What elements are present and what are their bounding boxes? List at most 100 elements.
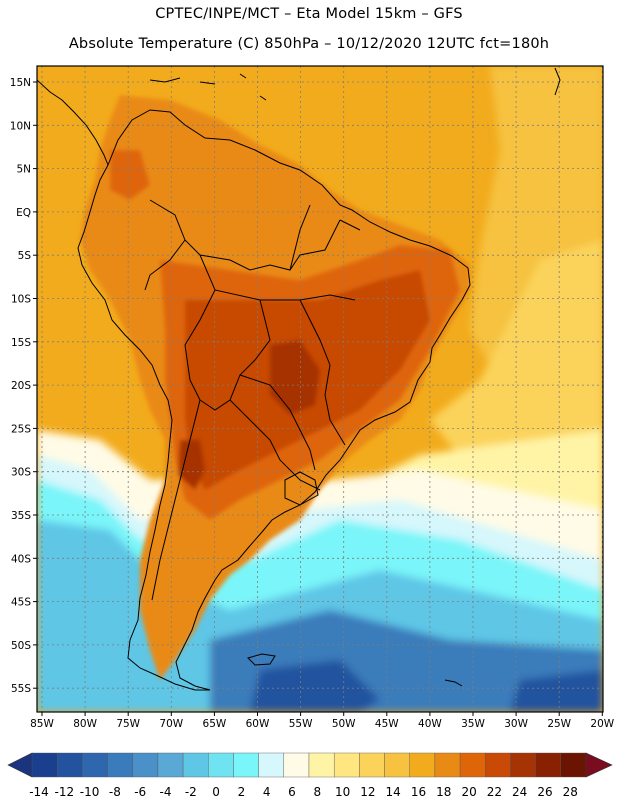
lat-label: 15S [11, 337, 31, 349]
lat-label: 45S [11, 597, 31, 609]
colorbar-box [359, 752, 385, 778]
colorbar-box [409, 752, 436, 778]
uruguay-outline [284, 471, 319, 506]
lat-label: 10S [11, 294, 31, 306]
lat-label: 5N [16, 164, 31, 176]
land-field-hot-north [110, 150, 150, 200]
colorbar-label: 26 [537, 785, 552, 799]
country-borders [144, 199, 361, 601]
colorbar-box [485, 752, 511, 778]
colorbar-label: 6 [288, 785, 296, 799]
colorbar-label: 14 [386, 785, 401, 799]
lon-label: 35W [461, 718, 485, 730]
lat-label: 25S [11, 423, 31, 435]
colorbar-label: -4 [160, 785, 172, 799]
colorbar-labels: -14 -12 -10 -8 -6 -4 -2 0 2 4 6 8 10 12 14 16 18 20 22 24 26… [29, 785, 578, 799]
land-field-hottest [270, 340, 320, 415]
map-title-line1: CPTEC/INPE/MCT – Eta Model 15km – GFS [155, 6, 463, 22]
colorbar-label: 28 [563, 785, 578, 799]
colorbar-label: 24 [512, 785, 527, 799]
central-america-coast [37, 79, 109, 166]
falkland-islands [247, 653, 276, 666]
lon-label: 20W [590, 718, 614, 730]
lon-label: 25W [547, 718, 571, 730]
lon-label: 65W [203, 718, 227, 730]
caribbean-islands [149, 67, 561, 101]
colorbar-box [31, 752, 58, 778]
colorbar-box [182, 752, 209, 778]
colorbar-box [258, 752, 285, 778]
land-field-hottest-chaco [178, 440, 205, 490]
land-field-patagonia [145, 520, 190, 640]
lat-lon-grid [37, 66, 603, 712]
colorbar-label: 2 [238, 785, 246, 799]
colorbar-box [233, 752, 259, 778]
longitude-labels: 85W 80W 75W 70W 65W 60W 55W 50W 45W 40W 35W 30W 25W 2… [30, 718, 615, 730]
colorbar-boxes [7, 752, 613, 778]
colorbar-label: -2 [185, 785, 197, 799]
lon-label: 60W [246, 718, 270, 730]
colorbar-label: 10 [335, 785, 350, 799]
colorbar-label: 18 [436, 785, 451, 799]
colorbar-label: 4 [263, 785, 271, 799]
colorbar-label: -8 [109, 785, 121, 799]
lat-label: 40S [11, 553, 31, 565]
south-america-coast [77, 109, 471, 691]
south-georgia [444, 679, 463, 687]
map-frame [36, 65, 604, 713]
band-deep-blue [250, 660, 380, 712]
colorbar-box [308, 752, 335, 778]
lon-label: 80W [73, 718, 97, 730]
lon-label: 50W [332, 718, 356, 730]
lat-label: 15N [10, 77, 31, 89]
colorbar-box [535, 752, 562, 778]
axis-ticks [33, 81, 603, 716]
colorbar-box [157, 752, 184, 778]
band-deep-blue-east [510, 670, 603, 712]
colorbar-box [132, 752, 159, 778]
colorbar-box [560, 752, 587, 778]
colorbar-label: 20 [461, 785, 476, 799]
map-field [37, 66, 603, 712]
lat-label: 20S [11, 380, 31, 392]
lon-label: 55W [289, 718, 313, 730]
colorbar-box [107, 752, 133, 778]
colorbar-label: -14 [29, 785, 49, 799]
colorbar-label: 12 [360, 785, 375, 799]
lon-label: 45W [375, 718, 399, 730]
colorbar-box [333, 752, 360, 778]
colorbar-label: -12 [54, 785, 74, 799]
colorbar-low-arrow [7, 752, 33, 778]
lat-label: 30S [11, 467, 31, 479]
coastlines [37, 67, 561, 691]
lon-label: 30W [504, 718, 528, 730]
lon-label: 70W [159, 718, 183, 730]
colorbar-box [459, 752, 486, 778]
colorbar-label: 8 [313, 785, 321, 799]
colorbar-box [283, 752, 310, 778]
lat-label: 50S [11, 640, 31, 652]
lat-label: 10N [10, 120, 31, 132]
colorbar-box [434, 752, 461, 778]
map-title-line2: Absolute Temperature (C) 850hPa – 10/12/… [68, 36, 550, 52]
colorbar-label: -10 [80, 785, 100, 799]
lat-label: EQ [16, 207, 31, 219]
colorbar-label: 16 [411, 785, 426, 799]
lon-label: 40W [418, 718, 442, 730]
colorbar-box [56, 752, 83, 778]
lon-label: 75W [116, 718, 140, 730]
colorbar-label: -6 [134, 785, 146, 799]
lat-label: 35S [11, 510, 31, 522]
colorbar-label: 0 [212, 785, 220, 799]
colorbar-box [208, 752, 234, 778]
colorbar-label: 22 [487, 785, 502, 799]
lon-label: 85W [30, 718, 54, 730]
lat-label: 5S [18, 250, 32, 262]
colorbar-high-arrow [585, 752, 613, 778]
latitude-labels: 15N 10N 5N EQ 5S 10S 15S 20S 25S 30S 35S 40S 45S 50S 5… [10, 77, 32, 695]
lat-label: 55S [11, 683, 31, 695]
colorbar-box [384, 752, 410, 778]
colorbar-box [82, 752, 108, 778]
